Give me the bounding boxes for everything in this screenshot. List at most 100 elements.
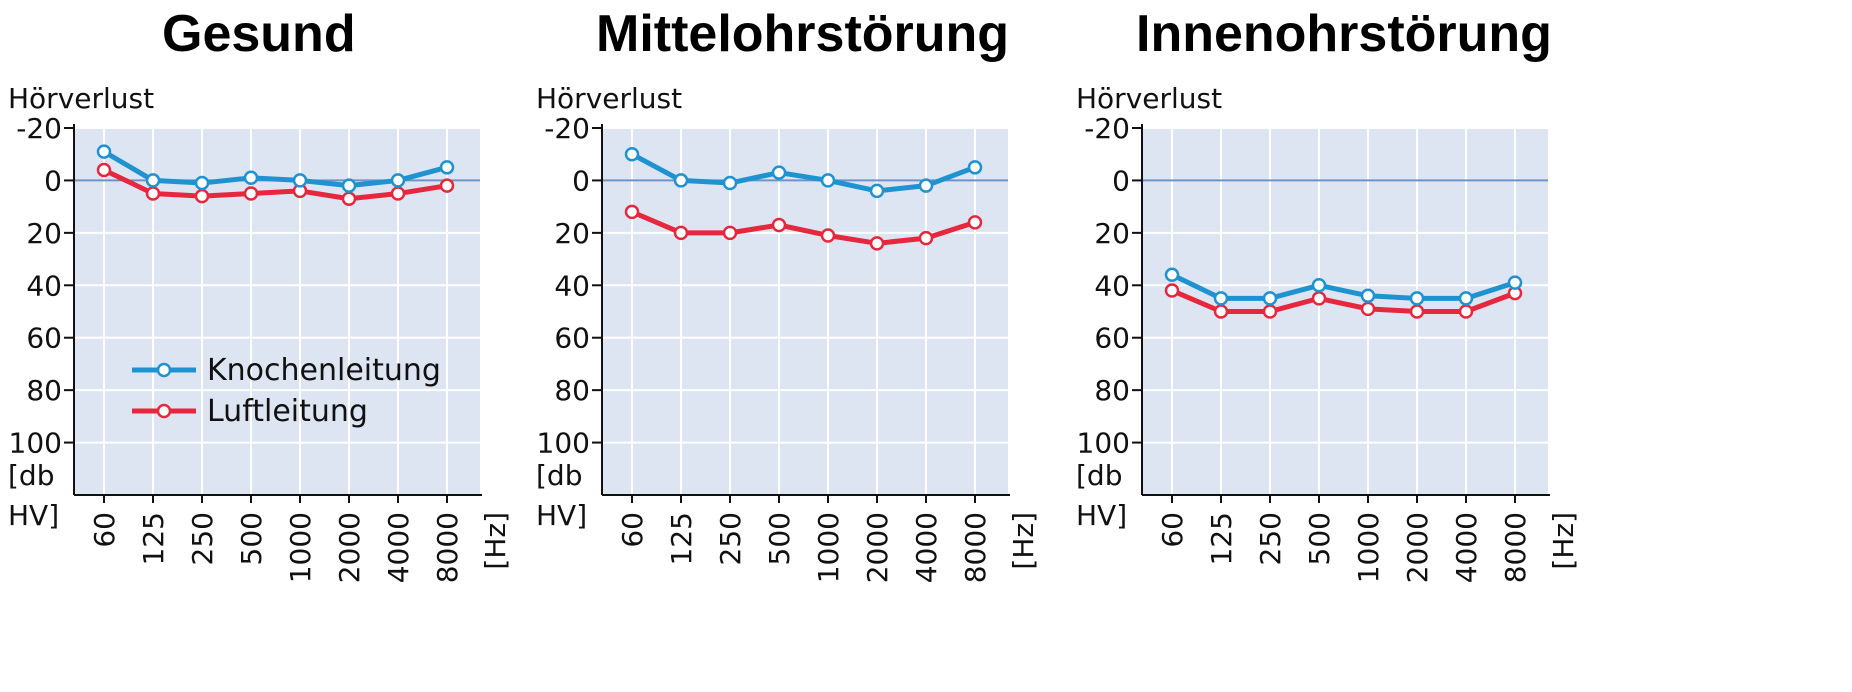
data-point-luftleitung — [1409, 304, 1425, 319]
y-tick-label: 80 — [554, 374, 590, 407]
x-tick-label: 125 — [665, 512, 698, 565]
legend-swatch-marker — [156, 403, 172, 419]
data-point-knochenleitung — [771, 165, 787, 180]
x-tick-label: 250 — [1254, 512, 1287, 565]
data-point-luftleitung — [722, 225, 738, 241]
x-tick-label: 125 — [137, 512, 170, 565]
data-point-luftleitung — [1164, 283, 1180, 298]
y-tick-label: 40 — [26, 269, 62, 302]
data-point-knochenleitung — [967, 160, 983, 175]
data-point-knochenleitung — [918, 178, 934, 193]
data-point-knochenleitung — [673, 173, 689, 188]
x-tick-label: 1000 — [812, 512, 845, 583]
series-line-luftleitung — [631, 209, 976, 246]
data-point-knochenleitung — [292, 173, 308, 188]
plot-area — [602, 128, 1008, 495]
data-point-knochenleitung — [820, 173, 836, 188]
data-point-knochenleitung — [1360, 288, 1376, 304]
x-tick-label: 500 — [763, 512, 796, 565]
audiogram-chart: -20 0 20 40 60 80 100 Hörverlust [db HV] 60 125 250 5… — [8, 82, 512, 583]
data-point-knochenleitung — [194, 175, 210, 191]
x-tick-label: 500 — [1303, 512, 1336, 565]
data-point-knochenleitung — [243, 170, 259, 186]
y-axis-label: Hörverlust — [8, 82, 154, 115]
y-tick-label: 0 — [572, 164, 590, 197]
x-tick-label: 2000 — [861, 512, 894, 583]
chart-panel-gesund: Gesund -20 0 20 40 60 80 100 Hörverlust [db HV] 60… — [0, 0, 620, 692]
data-point-luftleitung — [1311, 291, 1327, 306]
data-point-knochenleitung — [1409, 291, 1425, 306]
data-point-knochenleitung — [390, 173, 406, 188]
x-tick-label: 60 — [1156, 512, 1189, 548]
x-unit-label: [Hz] — [1007, 512, 1040, 570]
x-tick-label: 2000 — [333, 512, 366, 583]
y-tick-label: 40 — [1094, 269, 1130, 302]
x-tick-label: 4000 — [382, 512, 415, 583]
y-axis-label: Hörverlust — [536, 82, 682, 115]
x-tick-label: 4000 — [910, 512, 943, 583]
y-tick-label: 80 — [1094, 374, 1130, 407]
data-point-knochenleitung — [1213, 291, 1229, 306]
legend-label: Luftleitung — [207, 394, 368, 429]
x-tick-label: 1000 — [284, 512, 317, 583]
series-line-knochenleitung — [1170, 272, 1516, 301]
series-line-knochenleitung — [630, 152, 976, 194]
chart-panel-mittelohr: Mittelohrstörung -20 0 20 40 60 80 100 Hörverlu… — [528, 0, 1148, 692]
x-tick-label: 4000 — [1450, 512, 1483, 583]
data-point-knochenleitung — [145, 173, 161, 188]
data-point-knochenleitung — [624, 146, 640, 162]
chart-title: Gesund — [162, 5, 356, 63]
data-point-luftleitung — [390, 186, 406, 201]
y-tick-label: 60 — [1094, 322, 1130, 355]
data-point-luftleitung — [918, 230, 934, 246]
legend-swatch-marker — [156, 362, 172, 378]
y-unit-label: [db — [1076, 459, 1122, 492]
y-axis-label: Hörverlust — [1076, 82, 1222, 115]
y-tick-label: 100 — [9, 427, 62, 460]
y-tick-label: -20 — [544, 112, 590, 145]
data-point-knochenleitung — [1507, 275, 1523, 290]
data-point-luftleitung — [194, 188, 210, 204]
x-tick-label: 60 — [88, 512, 121, 548]
x-tick-label: 125 — [1205, 512, 1238, 565]
x-tick-label: 8000 — [431, 512, 464, 583]
y-unit-label: [db — [8, 459, 54, 492]
y-tick-label: 20 — [554, 217, 590, 250]
audiogram-chart: -20 0 20 40 60 80 100 Hörverlust [db HV] 60 125 250 5… — [536, 82, 1040, 583]
data-point-luftleitung — [96, 162, 112, 178]
chart-panel-innenohr: Innenohrstörung -20 0 20 40 60 80 100 Hörverlus… — [1068, 0, 1688, 692]
chart-title: Mittelohrstörung — [596, 5, 1010, 63]
y-tick-label: 40 — [554, 269, 590, 302]
data-point-knochenleitung — [96, 144, 112, 159]
data-point-luftleitung — [673, 225, 689, 241]
data-point-luftleitung — [771, 217, 787, 233]
data-point-luftleitung — [243, 186, 259, 201]
x-tick-label: 1000 — [1352, 512, 1385, 583]
y-tick-label: 60 — [554, 322, 590, 355]
x-tick-label: 250 — [714, 512, 747, 565]
data-point-luftleitung — [1360, 301, 1376, 317]
y-tick-label: 100 — [537, 427, 590, 460]
x-tick-label: 8000 — [1499, 512, 1532, 583]
data-point-luftleitung — [439, 178, 455, 193]
y-tick-label: 20 — [26, 217, 62, 250]
data-point-knochenleitung — [869, 183, 885, 199]
data-point-luftleitung — [145, 186, 161, 201]
plot-area — [1142, 128, 1548, 495]
series-line-knochenleitung — [102, 149, 448, 189]
data-point-luftleitung — [1262, 304, 1278, 319]
series-line-luftleitung — [102, 167, 448, 202]
y-tick-label: 60 — [26, 322, 62, 355]
data-point-knochenleitung — [1458, 291, 1474, 306]
data-point-knochenleitung — [439, 160, 455, 175]
y-tick-label: 0 — [44, 164, 62, 197]
data-point-knochenleitung — [1311, 278, 1327, 293]
legend-label: Knochenleitung — [207, 353, 441, 388]
x-tick-label: 250 — [186, 512, 219, 565]
y-tick-label: -20 — [1084, 112, 1130, 145]
x-unit-label: [Hz] — [1547, 512, 1580, 570]
y-tick-label: 100 — [1077, 427, 1130, 460]
x-tick-label: 60 — [616, 512, 649, 548]
y-unit-label: HV] — [1076, 499, 1127, 532]
y-tick-label: 20 — [1094, 217, 1130, 250]
